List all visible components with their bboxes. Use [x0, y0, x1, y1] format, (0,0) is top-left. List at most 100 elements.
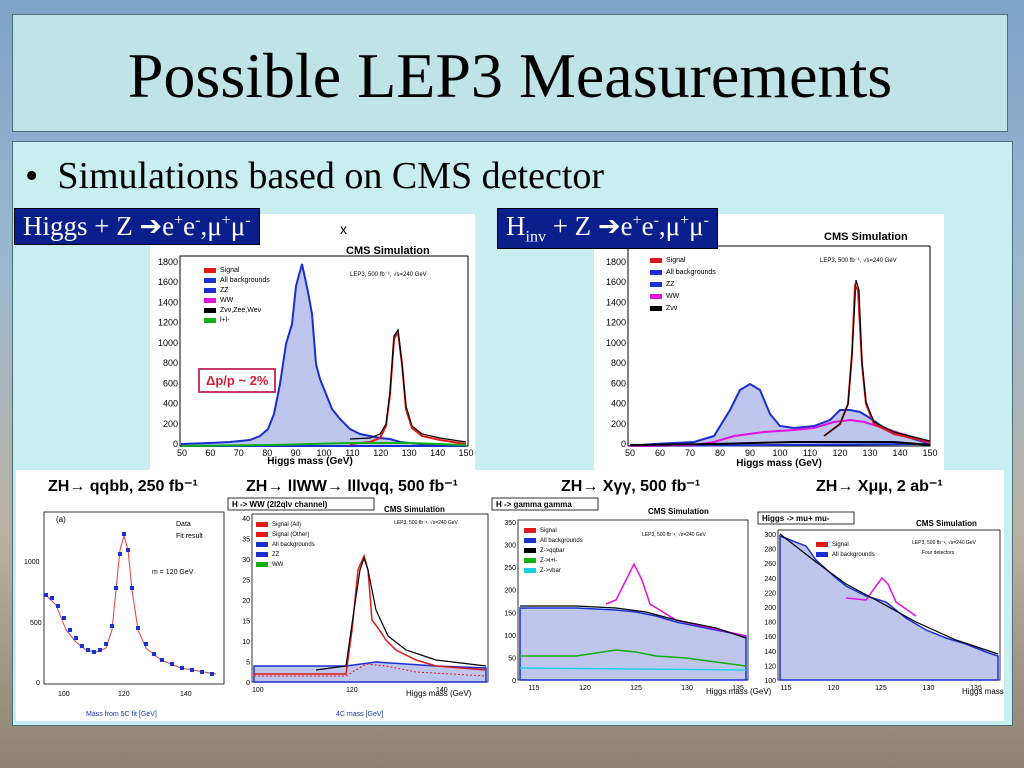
- other-b: [254, 663, 487, 677]
- y-tick-label: 600: [611, 378, 626, 388]
- sum-d: [779, 533, 999, 655]
- data-point: [130, 586, 134, 590]
- arrow-icon-2: ➔: [597, 211, 621, 241]
- legend-a-data: Data: [176, 521, 191, 528]
- y-tick-label: 200: [163, 419, 178, 429]
- legend-label: Signal: [540, 528, 557, 534]
- y-tick-label: 35: [242, 537, 250, 544]
- legend-swatch: [256, 562, 268, 567]
- legend-swatch: [650, 282, 662, 287]
- lbl-inv: inv: [525, 228, 546, 246]
- data-point: [62, 616, 66, 620]
- y-tick-label: 240: [764, 576, 776, 583]
- legend-label: All backgrounds: [666, 269, 716, 276]
- label-hinv-z: Hinv + Z ➔e+e-,μ+μ-: [497, 208, 718, 250]
- data-point: [200, 670, 204, 674]
- legend-swatch: [650, 294, 662, 299]
- legend-label: All backgrounds: [272, 542, 315, 548]
- signal-b: [254, 553, 487, 675]
- xb-120: 120: [346, 687, 358, 694]
- y-tick-label: 30: [242, 557, 250, 564]
- zll-c: [519, 667, 747, 671]
- bottom-plots-panel: ZH→ qqbb, 250 fb⁻¹ ZH→ llWW→ lllνqq, 500…: [16, 470, 1004, 721]
- legend-swatch: [524, 558, 536, 563]
- legend-swatch: [816, 552, 828, 557]
- y-ticks-2: 0 200 400 600 800 1000 1200 1400 1600 1800: [606, 257, 626, 449]
- y-tick-label: 100: [764, 678, 776, 685]
- cms-sim-b: CMS Simulation: [384, 505, 445, 514]
- data-point: [170, 662, 174, 666]
- lbl-plus2: +: [221, 212, 231, 229]
- lbl-plus-z: + Z: [545, 211, 598, 241]
- x-tick-label: 125: [875, 685, 887, 692]
- data-point: [190, 668, 194, 672]
- data-point: [180, 666, 184, 670]
- bkg-d: [779, 534, 999, 681]
- y-ticks-b: 0 5 10 15 20 25 30 35 40: [242, 516, 250, 687]
- legend-label: WW: [220, 297, 234, 304]
- plot-llww: H -> WW (2l2qlν channel) CMS Simulation …: [227, 497, 489, 718]
- data-point: [118, 552, 122, 556]
- header-c: H -> gamma gamma: [496, 500, 572, 509]
- plot-zee-svg: CMS Simulation x LEP3, 500 fb⁻¹, √s=240 …: [158, 221, 474, 467]
- legend-swatch: [650, 306, 662, 311]
- legend-swatch: [524, 568, 536, 573]
- legend-label: Zνν,Zee,Weν: [220, 307, 262, 314]
- bkg-c: [519, 607, 747, 681]
- y-tick-label: 220: [764, 590, 776, 597]
- legend-label: Signal (All): [272, 522, 301, 528]
- arrow-icon: ➔: [139, 211, 163, 241]
- y-tick-label: 200: [504, 588, 516, 595]
- x-tick-label: 90: [291, 448, 301, 458]
- y-tick-label: 25: [242, 578, 250, 585]
- y-tick-label: 5: [246, 660, 250, 667]
- bullet-label: Simulations based on CMS detector: [57, 155, 605, 197]
- legend-swatch: [204, 268, 216, 273]
- cms-sim-label-2: CMS Simulation: [824, 231, 908, 243]
- data-points-a: [44, 532, 214, 676]
- y-tick-label: 1200: [158, 318, 178, 328]
- y-tick-label: 400: [163, 399, 178, 409]
- header-d: Higgs -> mu+ mu-: [762, 514, 830, 523]
- bottom-title-2: ZH→ llWW→ lllνqq, 500 fb⁻¹: [246, 478, 458, 495]
- frame-2: [627, 245, 931, 447]
- x-fragment: x: [340, 221, 347, 237]
- y-tick-label: 150: [504, 610, 516, 617]
- signal-c: [605, 562, 747, 637]
- y-tick-label: 0: [173, 439, 178, 449]
- x-tick-label: 100: [772, 448, 787, 458]
- xlabel-2: Higgs mass (GeV): [736, 458, 822, 469]
- data-point: [50, 596, 54, 600]
- y-tick-label: 1600: [606, 277, 626, 287]
- header-box-c: [491, 497, 599, 511]
- data-point: [86, 648, 90, 652]
- y-tick-label: 200: [764, 605, 776, 612]
- legend-swatch: [204, 288, 216, 293]
- lbl-mu2b: μ: [689, 211, 704, 241]
- xb-100: 100: [252, 687, 264, 694]
- y-tick-label: 280: [764, 547, 776, 554]
- data-point: [114, 586, 118, 590]
- y-tick-label: 800: [611, 358, 626, 368]
- legend-swatch: [650, 270, 662, 275]
- y-tick-label: 250: [504, 565, 516, 572]
- legend-swatch: [204, 278, 216, 283]
- x-tick-label: 125: [630, 685, 642, 692]
- bottom-title-1: ZH→ qqbb, 250 fb⁻¹: [48, 478, 198, 495]
- lbl-e1: e: [162, 211, 175, 241]
- data-point: [74, 636, 78, 640]
- y-tick-label: 260: [764, 561, 776, 568]
- x-ticks-c: 115 120 125 130 135: [528, 685, 744, 692]
- tag-a: (a): [56, 515, 66, 524]
- legend-swatch: [204, 308, 216, 313]
- lbl-plus1b: +: [632, 212, 642, 229]
- x-tick-label: 60: [655, 448, 665, 458]
- lbl-mu1b: ,μ: [658, 211, 681, 241]
- data-point: [152, 652, 156, 656]
- sum-c: [520, 605, 747, 639]
- bkg-curve-2: [629, 382, 931, 447]
- y-tick-label: 50: [508, 655, 516, 662]
- data-point: [44, 593, 48, 597]
- x-tick-label: 135: [732, 685, 744, 692]
- lumi-2: LEP3, 500 fb⁻¹, √s=240 GeV: [820, 257, 897, 264]
